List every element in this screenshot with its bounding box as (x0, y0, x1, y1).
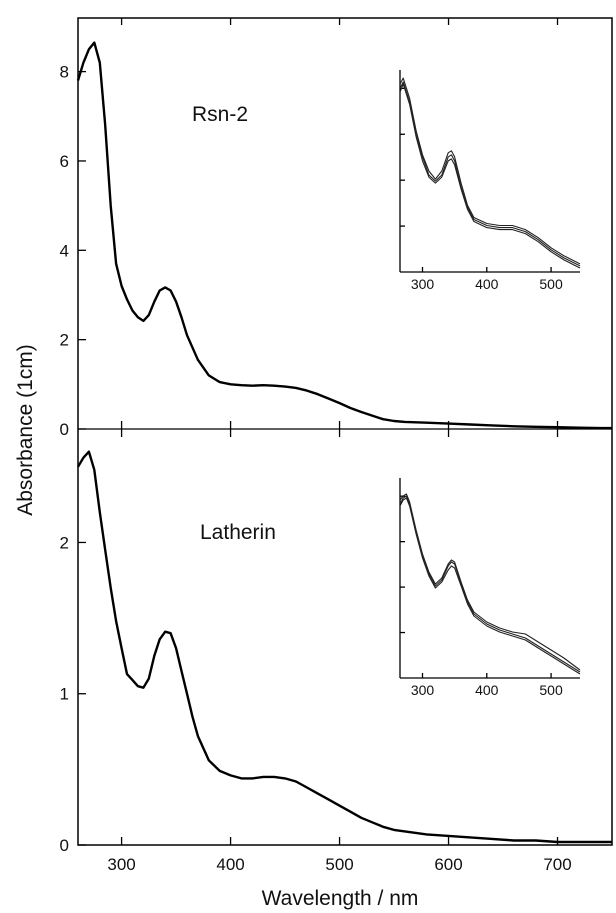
x-tick-label: 500 (325, 855, 353, 874)
x-tick-label: 300 (107, 855, 135, 874)
top-inset-spectrum-line (399, 81, 581, 267)
plot-frame (77, 17, 613, 846)
bottom-inset-spectrum-line (399, 495, 581, 673)
top-inset-spectrum-line (399, 77, 581, 265)
bottom-spectrum-line (76, 450, 612, 844)
top-y-tick-label: 4 (60, 241, 69, 260)
bottom-inset-x-tick-label: 300 (411, 682, 435, 698)
bottom-y-tick-label: 0 (60, 836, 69, 855)
x-tick-label: 600 (434, 855, 462, 874)
label-layer: Rsn-2 Latherin (192, 103, 276, 544)
curve-layer (76, 41, 612, 844)
top-y-tick-label: 2 (60, 331, 69, 350)
top-inset-x-tick-label: 500 (539, 276, 563, 292)
bottom-y-tick-label: 2 (60, 533, 69, 552)
bottom-inset-x-tick-label: 500 (539, 682, 563, 698)
x-tick-label: 400 (216, 855, 244, 874)
top-y-tick-label: 6 (60, 152, 69, 171)
inset-layer: 300 400 500 300 400 500 (399, 70, 581, 698)
y-axis-title: Absorbance (1cm) (14, 344, 37, 516)
bottom-inset-spectrum-line (399, 493, 581, 671)
x-axis-title: Wavelength / nm (262, 887, 419, 910)
bottom-y-tick-label: 1 (60, 685, 69, 704)
bottom-panel-label: Latherin (200, 521, 276, 544)
bottom-inset-x-tick-label: 400 (475, 682, 499, 698)
top-panel-label: Rsn-2 (192, 103, 248, 126)
top-y-tick-label: 8 (60, 63, 69, 82)
top-spectrum-line (76, 41, 612, 430)
top-y-tick-label: 0 (60, 420, 69, 439)
top-inset-x-tick-label: 400 (475, 276, 499, 292)
bottom-inset-spectrum-line (399, 497, 581, 675)
top-inset-x-tick-label: 300 (411, 276, 435, 292)
axes-layer: 0 2 4 6 8 0 1 2 300 400 500 600 700 (60, 17, 613, 874)
top-inset-spectrum-line (399, 83, 581, 269)
x-tick-label: 700 (543, 855, 571, 874)
